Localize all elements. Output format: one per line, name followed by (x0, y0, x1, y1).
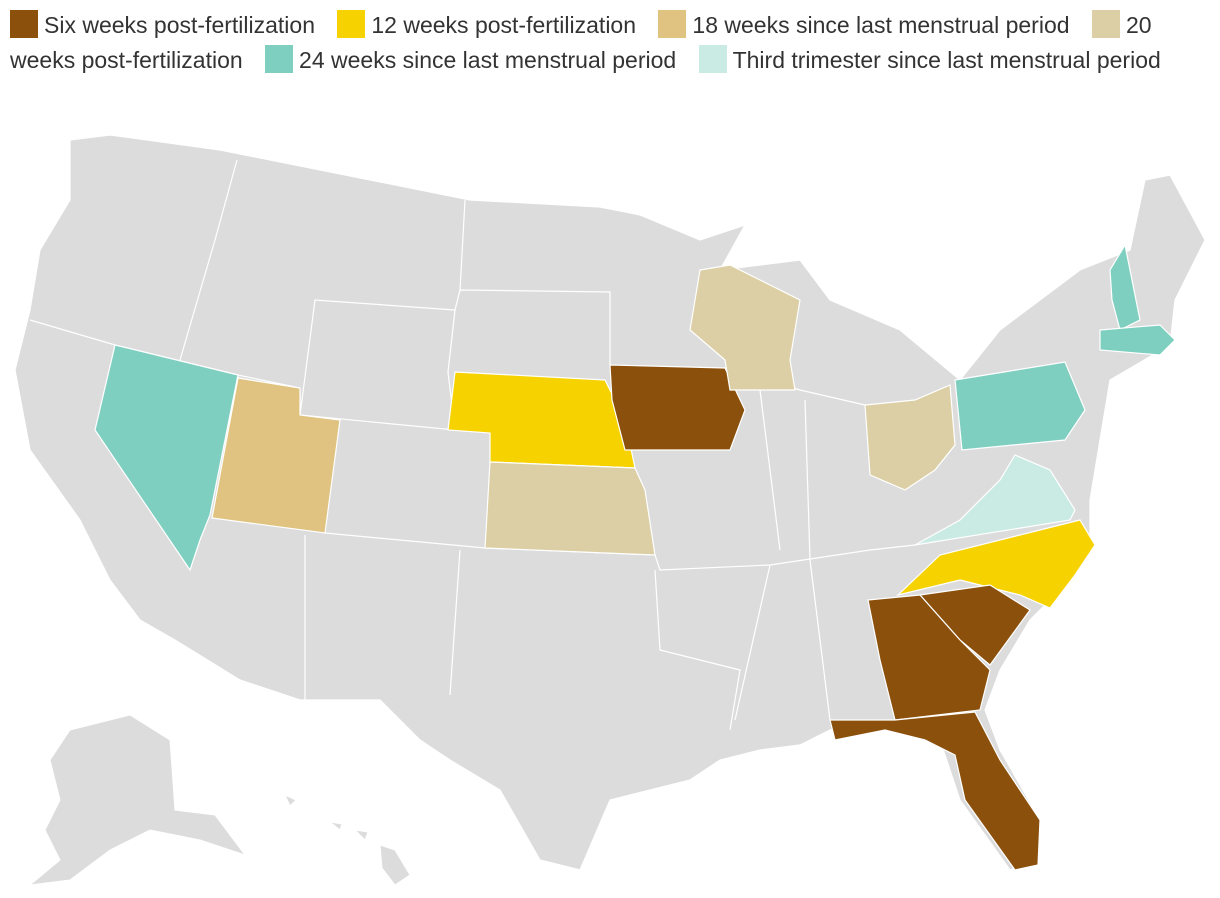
state (829, 711, 1041, 871)
state (895, 519, 1096, 609)
legend-swatch (698, 45, 727, 73)
state (484, 461, 656, 556)
state (94, 344, 239, 572)
legend: Six weeks post-fertilization 12 weeks po… (10, 8, 1210, 78)
legend-item: 12 weeks post-fertilization (337, 10, 637, 38)
legend-item: 24 weeks since last menstrual period (265, 45, 677, 73)
state (867, 594, 991, 721)
legend-label: Six weeks post-fertilization (44, 12, 315, 38)
legend-label: 24 weeks since last menstrual period (299, 47, 677, 73)
legend-label: 12 weeks post-fertilization (371, 12, 637, 38)
legend-item: 20 weeks post-fertilization (10, 10, 1152, 73)
state (1099, 324, 1176, 356)
legend-label: Third trimester since last menstrual per… (732, 47, 1161, 73)
hawaii (283, 793, 411, 886)
legend-swatch (1091, 10, 1120, 38)
state (914, 454, 1076, 546)
legend-item: Six weeks post-fertilization (10, 10, 315, 38)
state (689, 264, 801, 391)
state (609, 364, 746, 451)
legend-label: 18 weeks since last menstrual period (692, 12, 1070, 38)
state (864, 384, 956, 491)
state (211, 377, 341, 534)
state (954, 361, 1086, 451)
legend-swatch (265, 45, 294, 73)
legend-swatch (10, 10, 38, 38)
alaska (28, 714, 247, 886)
legend-label: 20 weeks post-fertilization (10, 12, 1152, 73)
state (1109, 243, 1141, 331)
highlighted-states (94, 243, 1176, 871)
legend-item: Third trimester since last menstrual per… (698, 45, 1161, 73)
legend-swatch (337, 10, 366, 38)
legend-swatch (658, 10, 687, 38)
legend-item: 18 weeks since last menstrual period (658, 10, 1070, 38)
